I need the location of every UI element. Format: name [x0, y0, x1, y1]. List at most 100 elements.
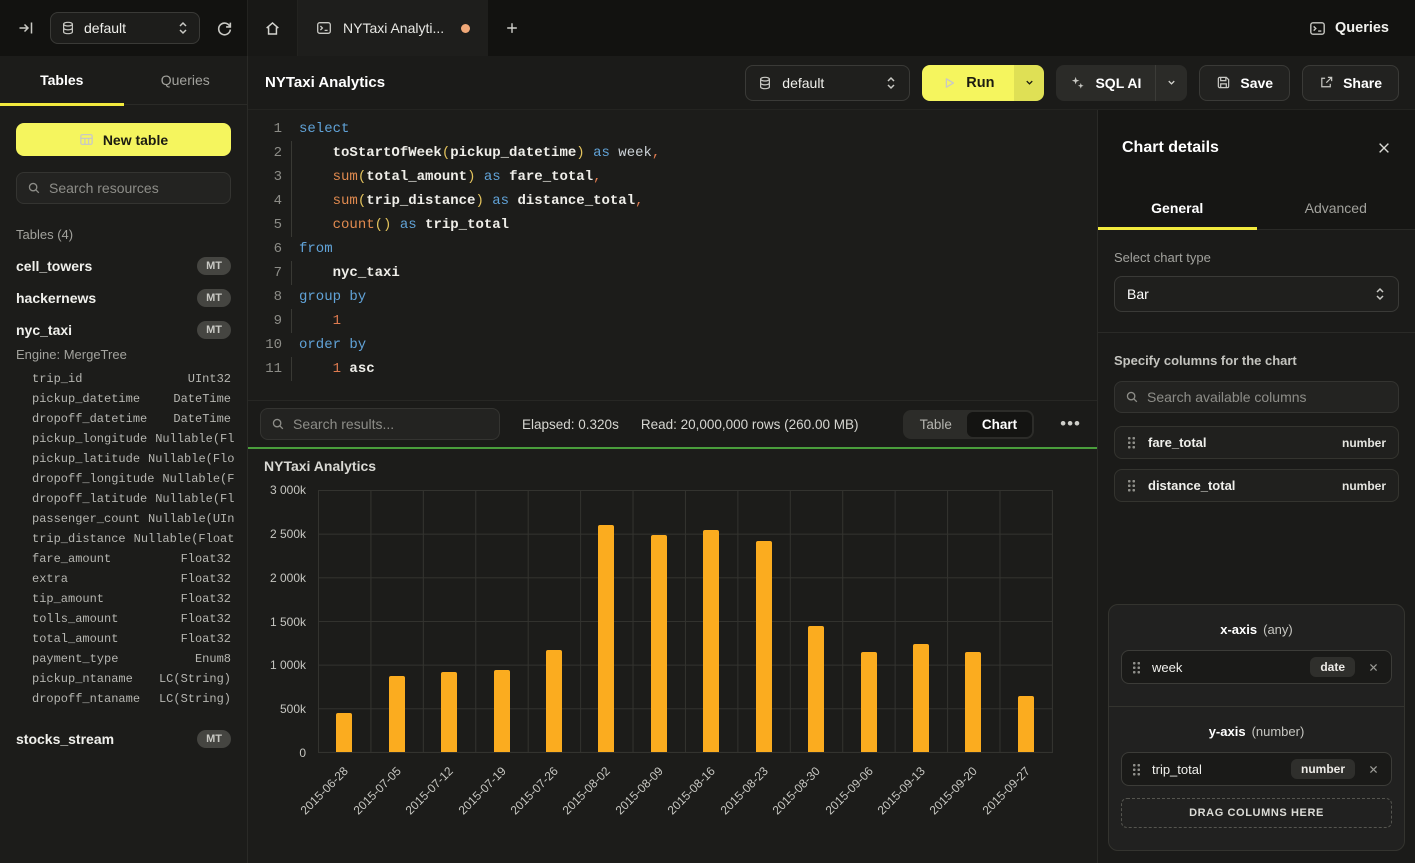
sql-editor[interactable]: 1select2 toStartOfWeek(pickup_datetime) …	[248, 110, 1097, 400]
editor-line[interactable]: 9 1	[248, 309, 1097, 333]
x-axis-column-chip[interactable]: week date	[1121, 650, 1392, 684]
specify-columns-label: Specify columns for the chart	[1114, 353, 1399, 368]
drag-handle-icon[interactable]	[1127, 479, 1136, 492]
y-axis-tick-label: 3 000k	[270, 483, 306, 497]
share-label: Share	[1343, 75, 1382, 91]
chart-bar[interactable]	[703, 530, 719, 752]
y-axis-tick-label: 2 500k	[270, 527, 306, 541]
table-row[interactable]: nyc_taxiMT	[0, 314, 247, 346]
chart-details-tabs: General Advanced	[1098, 186, 1415, 230]
tab-general[interactable]: General	[1098, 186, 1257, 229]
new-table-button[interactable]: New table	[16, 123, 231, 156]
column-name: passenger_count	[32, 512, 140, 526]
run-button-group: Run	[922, 65, 1044, 101]
line-number: 2	[256, 141, 282, 165]
line-number: 9	[256, 309, 282, 333]
column-type: DateTime	[173, 392, 231, 406]
remove-column-icon[interactable]	[1366, 662, 1381, 673]
available-column-fare-total[interactable]: fare_total number	[1114, 426, 1399, 459]
column-type: Nullable(Float	[134, 532, 235, 546]
tab-advanced[interactable]: Advanced	[1257, 186, 1415, 229]
chart-bar[interactable]	[651, 535, 667, 752]
chart-bar[interactable]	[913, 644, 929, 752]
column-type: Nullable(Flo	[148, 452, 234, 466]
view-toggle-chart[interactable]: Chart	[967, 412, 1032, 437]
code-text: nyc_taxi	[299, 261, 400, 285]
query-database-selector[interactable]: default	[745, 65, 910, 101]
editor-line[interactable]: 10order by	[248, 333, 1097, 357]
editor-line[interactable]: 5 count() as trip_total	[248, 213, 1097, 237]
share-icon	[1319, 75, 1334, 90]
column-name: pickup_ntaname	[32, 672, 133, 686]
table-row[interactable]: stocks_streamMT	[0, 723, 247, 755]
queries-button[interactable]: Queries	[1309, 20, 1389, 37]
table-name: cell_towers	[16, 258, 92, 274]
sidebar-tabs: Tables Queries	[0, 56, 247, 105]
column-name: pickup_latitude	[32, 452, 140, 466]
editor-line[interactable]: 8group by	[248, 285, 1097, 309]
editor-line[interactable]: 2 toStartOfWeek(pickup_datetime) as week…	[248, 141, 1097, 165]
y-axis-column-chip[interactable]: trip_total number	[1121, 752, 1392, 786]
search-results-input[interactable]	[293, 416, 489, 432]
top-bar: default NYTaxi Analyti... Que	[0, 0, 1415, 56]
column-name: tolls_amount	[32, 612, 118, 626]
search-columns-input[interactable]	[1147, 389, 1388, 405]
editor-line[interactable]: 1select	[248, 117, 1097, 141]
chart-bar[interactable]	[494, 670, 510, 752]
topbar-database-selector[interactable]: default	[50, 12, 200, 44]
chart-type-select[interactable]: Bar	[1114, 276, 1399, 312]
editor-line[interactable]: 11 1 asc	[248, 357, 1097, 381]
chart-bar[interactable]	[441, 672, 457, 752]
available-column-distance-total[interactable]: distance_total number	[1114, 469, 1399, 502]
chart-bar[interactable]	[336, 713, 352, 752]
queries-icon	[1309, 20, 1326, 37]
remove-column-icon[interactable]	[1366, 764, 1381, 775]
chart-bar[interactable]	[808, 626, 824, 752]
chart-bar[interactable]	[1018, 696, 1034, 752]
run-options-button[interactable]	[1014, 65, 1044, 101]
drag-handle-icon[interactable]	[1132, 763, 1141, 776]
table-row[interactable]: hackernewsMT	[0, 282, 247, 314]
table-row[interactable]: cell_towersMT	[0, 250, 247, 282]
more-options-button[interactable]: •••	[1056, 414, 1085, 434]
editor-line[interactable]: 6from	[248, 237, 1097, 261]
drag-handle-icon[interactable]	[1132, 661, 1141, 674]
share-button[interactable]: Share	[1302, 65, 1399, 101]
tab-nytaxi-analytics[interactable]: NYTaxi Analyti...	[298, 0, 488, 56]
chevron-updown-icon	[885, 76, 897, 90]
chart-bar[interactable]	[756, 541, 772, 752]
run-button[interactable]: Run	[922, 65, 1014, 101]
editor-line[interactable]: 7 nyc_taxi	[248, 261, 1097, 285]
collapse-sidebar-icon[interactable]	[18, 20, 34, 36]
x-axis-label: x-axis	[1220, 622, 1257, 637]
sql-ai-button[interactable]: SQL AI	[1056, 65, 1155, 101]
view-toggle-table[interactable]: Table	[905, 412, 967, 437]
column-type: Nullable(F	[162, 472, 234, 486]
sidebar-tab-tables[interactable]: Tables	[0, 56, 124, 104]
home-button[interactable]	[248, 0, 298, 56]
chart-bar[interactable]	[389, 676, 405, 752]
refresh-icon[interactable]	[216, 20, 233, 37]
search-resources-input[interactable]	[49, 180, 220, 196]
table-column-row: dropoff_ntanameLC(String)	[0, 689, 247, 709]
engine-badge: MT	[197, 289, 231, 307]
sql-ai-options-button[interactable]	[1155, 65, 1187, 101]
new-tab-button[interactable]	[488, 0, 536, 56]
drag-handle-icon[interactable]	[1127, 436, 1136, 449]
column-name: payment_type	[32, 652, 118, 666]
save-button[interactable]: Save	[1199, 65, 1290, 101]
play-icon	[942, 76, 956, 90]
chart-bar[interactable]	[861, 652, 877, 752]
engine-badge: MT	[197, 321, 231, 339]
editor-line[interactable]: 4 sum(trip_distance) as distance_total,	[248, 189, 1097, 213]
chart-bar[interactable]	[598, 525, 614, 752]
column-type: Enum8	[195, 652, 231, 666]
drag-columns-dropzone[interactable]: DRAG COLUMNS HERE	[1121, 798, 1392, 828]
chart-bar[interactable]	[965, 652, 981, 752]
editor-line[interactable]: 3 sum(total_amount) as fare_total,	[248, 165, 1097, 189]
sidebar: Tables Queries New table Tables (4) cell…	[0, 56, 248, 863]
sidebar-tab-queries[interactable]: Queries	[124, 56, 248, 104]
close-icon[interactable]	[1377, 141, 1391, 155]
x-axis-heading: x-axis(any)	[1121, 622, 1392, 637]
chart-bar[interactable]	[546, 650, 562, 752]
